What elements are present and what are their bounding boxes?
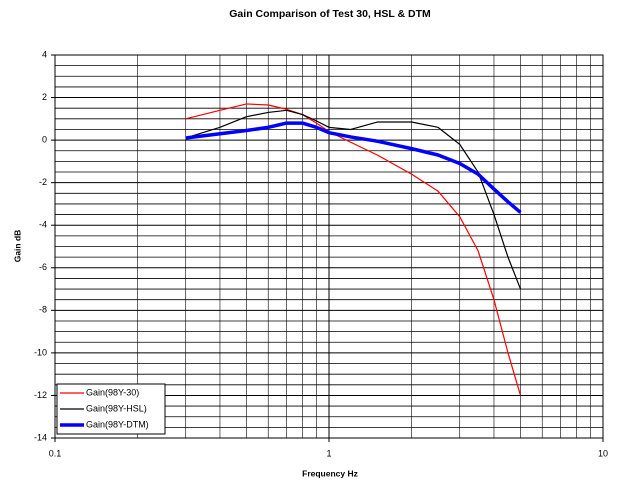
legend-label: Gain(98Y-HSL) (86, 403, 147, 413)
y-tick-label: -6 (39, 262, 47, 272)
line-series (185, 103, 522, 396)
y-tick-label: -8 (39, 305, 47, 315)
x-tick-label: 0.1 (49, 448, 62, 458)
line-series (185, 121, 522, 214)
y-tick-label: 4 (42, 49, 47, 59)
x-axis-label: Frequency Hz (302, 468, 358, 478)
y-tick-label: -14 (34, 432, 47, 442)
y-tick-label: -12 (34, 390, 47, 400)
y-tick-label: -10 (34, 347, 47, 357)
x-tick-label: 10 (598, 448, 608, 458)
legend-label: Gain(98Y-DTM) (86, 419, 149, 429)
legend-label: Gain(98Y-30) (86, 387, 139, 397)
line-series (185, 109, 522, 290)
y-tick-label: -2 (39, 177, 47, 187)
y-tick-label: -4 (39, 220, 47, 230)
y-tick-label: 2 (42, 92, 47, 102)
y-tick-label: 0 (42, 134, 47, 144)
x-tick-label: 1 (326, 448, 331, 458)
y-axis-label: Gain dB (12, 230, 22, 263)
chart-title: Gain Comparison of Test 30, HSL & DTM (229, 8, 431, 20)
